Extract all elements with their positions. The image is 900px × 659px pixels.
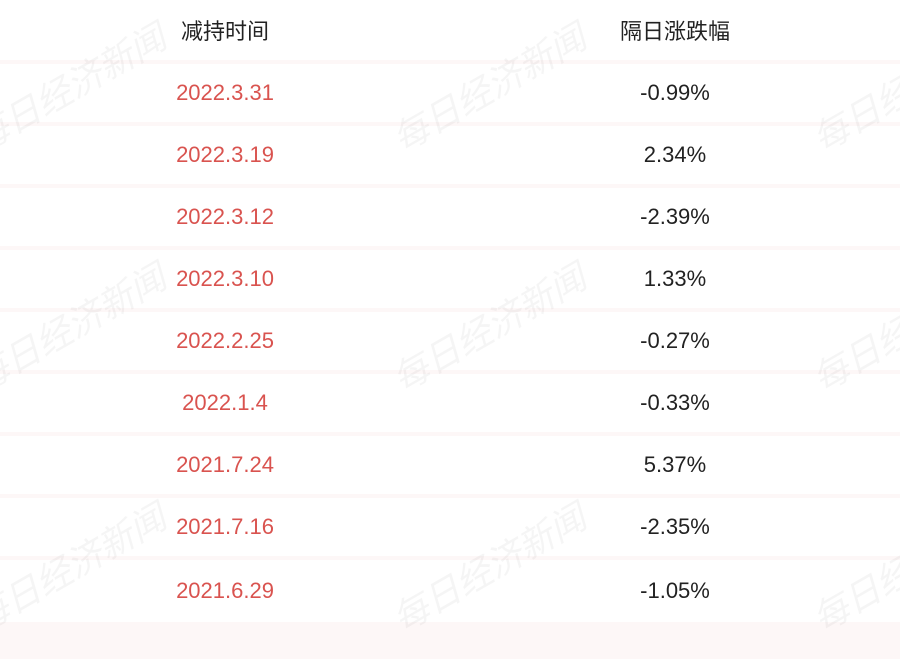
cell-date: 2021.7.16: [0, 514, 450, 540]
table-row: 2021.7.24 5.37%: [0, 436, 900, 498]
cell-value: -2.39%: [450, 204, 900, 230]
cell-value: -0.33%: [450, 390, 900, 416]
table-row: 2022.1.4 -0.33%: [0, 374, 900, 436]
cell-value: -2.35%: [450, 514, 900, 540]
cell-value: -0.99%: [450, 80, 900, 106]
table-row: 2022.3.12 -2.39%: [0, 188, 900, 250]
cell-date: 2021.6.29: [0, 578, 450, 604]
table-row: 2022.3.10 1.33%: [0, 250, 900, 312]
cell-date: 2022.3.12: [0, 204, 450, 230]
cell-value: 5.37%: [450, 452, 900, 478]
table-row: 2022.3.19 2.34%: [0, 126, 900, 188]
cell-value: -1.05%: [450, 578, 900, 604]
cell-value: -0.27%: [450, 328, 900, 354]
table-row: 2021.7.16 -2.35%: [0, 498, 900, 560]
cell-value: 1.33%: [450, 266, 900, 292]
table-row: 2022.3.31 -0.99%: [0, 64, 900, 126]
col-header-value: 隔日涨跌幅: [450, 14, 900, 46]
table-row: 2021.6.29 -1.05%: [0, 560, 900, 622]
cell-date: 2022.2.25: [0, 328, 450, 354]
col-header-date: 减持时间: [0, 14, 450, 46]
table-header-row: 减持时间 隔日涨跌幅: [0, 0, 900, 64]
cell-date: 2022.3.31: [0, 80, 450, 106]
cell-date: 2022.1.4: [0, 390, 450, 416]
table-row: 2022.2.25 -0.27%: [0, 312, 900, 374]
cell-value: 2.34%: [450, 142, 900, 168]
cell-date: 2021.7.24: [0, 452, 450, 478]
cell-date: 2022.3.19: [0, 142, 450, 168]
data-table: 减持时间 隔日涨跌幅 2022.3.31 -0.99% 2022.3.19 2.…: [0, 0, 900, 622]
cell-date: 2022.3.10: [0, 266, 450, 292]
